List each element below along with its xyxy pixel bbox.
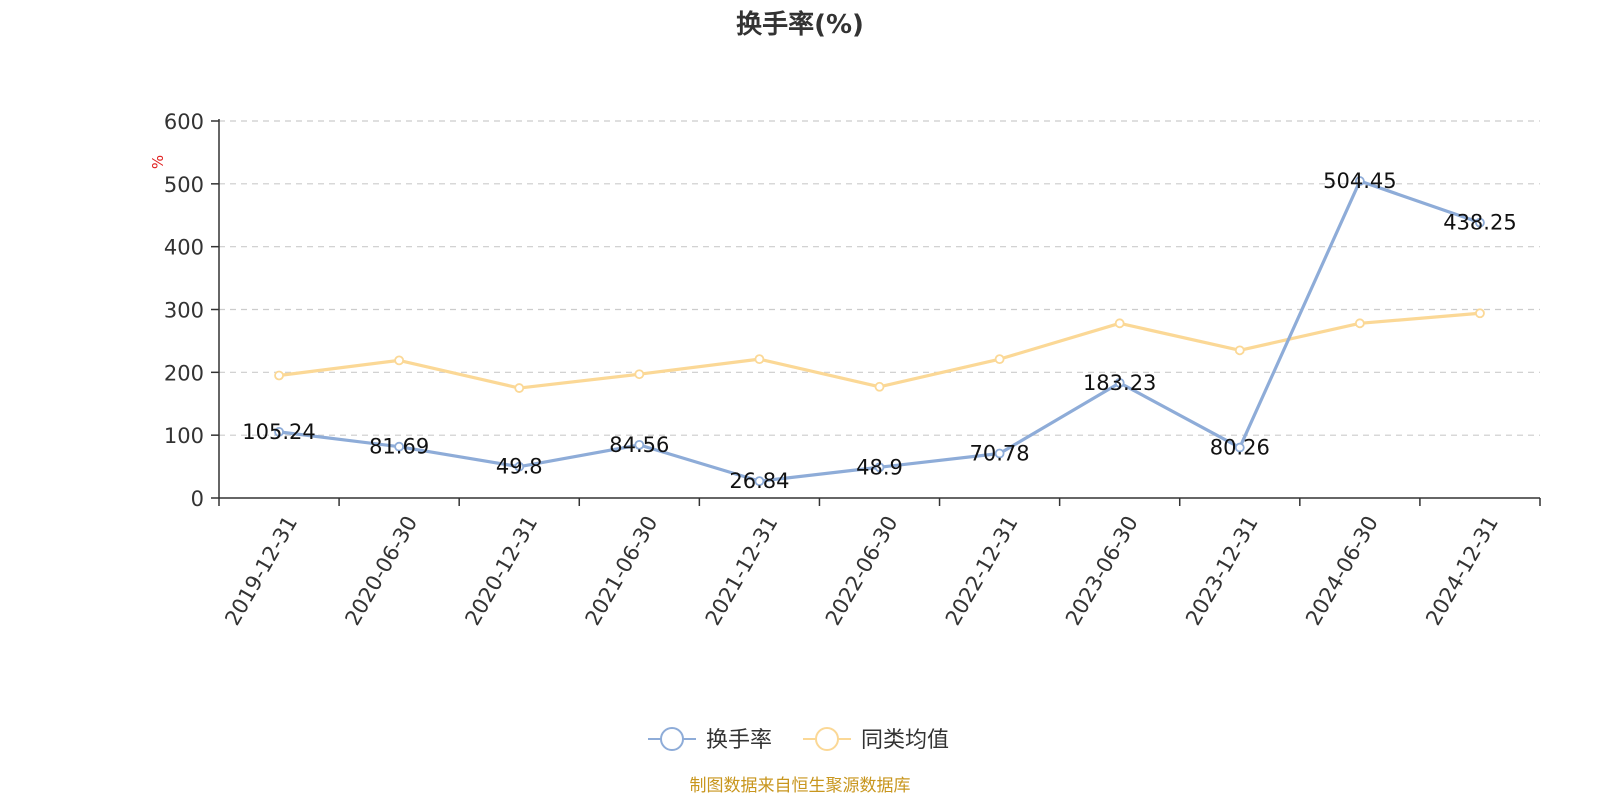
- grid-lines: [219, 120, 1540, 436]
- data-point[interactable]: [514, 383, 525, 393]
- data-point[interactable]: [1475, 308, 1485, 319]
- data-point[interactable]: [1354, 176, 1365, 186]
- data-label: 49.8: [496, 455, 543, 479]
- series-line-0: [278, 179, 1481, 483]
- y-tick-label: 0: [191, 487, 204, 511]
- chart-title: 换手率(%): [736, 9, 864, 40]
- data-label: 504.45: [1323, 169, 1396, 193]
- data-point[interactable]: [754, 476, 765, 487]
- data-label: 438.25: [1443, 211, 1516, 235]
- y-tick-label: 200: [164, 361, 204, 385]
- x-tick-label: 2020-06-30: [340, 512, 422, 630]
- data-label: 26.84: [729, 469, 789, 493]
- x-tick-label: 2019-12-31: [220, 512, 302, 630]
- data-point[interactable]: [394, 441, 405, 452]
- data-label: 70.78: [970, 442, 1030, 466]
- data-point[interactable]: [1114, 318, 1125, 329]
- series-line-1: [278, 311, 1481, 390]
- legend-item-1[interactable]: 同类均值: [803, 727, 949, 753]
- data-point[interactable]: [874, 462, 885, 473]
- data-point[interactable]: [994, 448, 1005, 459]
- data-labels: 105.24 81.69 49.8 84.56 26.84 48.9 70.78 183.23…: [242, 169, 1516, 493]
- x-tick-label: 2020-12-31: [460, 512, 542, 630]
- data-point[interactable]: [634, 439, 645, 450]
- data-point[interactable]: [1114, 377, 1125, 388]
- data-point[interactable]: [514, 461, 525, 472]
- legend-label: 同类均值: [861, 728, 949, 753]
- x-tick-label: 2024-06-30: [1301, 512, 1383, 630]
- data-point[interactable]: [1354, 318, 1365, 329]
- y-tick-label: 300: [164, 299, 204, 323]
- x-tick-label: 2023-12-31: [1181, 512, 1263, 630]
- data-point[interactable]: [1475, 217, 1485, 228]
- data-point[interactable]: [1234, 345, 1245, 356]
- data-label: 105.24: [242, 420, 315, 444]
- y-tick-label: 100: [164, 424, 204, 448]
- data-point[interactable]: [1234, 442, 1245, 453]
- y-tick-label: 500: [164, 173, 204, 197]
- x-tick-label: 2024-12-31: [1421, 512, 1503, 630]
- data-point[interactable]: [274, 426, 284, 437]
- y-tick-label: 400: [164, 236, 204, 260]
- data-point[interactable]: [634, 369, 645, 380]
- legend[interactable]: 换手率 同类均值: [648, 727, 949, 753]
- data-label: 80.26: [1210, 436, 1270, 460]
- legend-item-0[interactable]: 换手率: [648, 727, 772, 753]
- legend-marker-icon: [660, 727, 684, 751]
- data-label: 81.69: [369, 435, 429, 459]
- data-label: 183.23: [1083, 371, 1156, 395]
- data-point[interactable]: [754, 354, 765, 365]
- series-lines: [274, 176, 1485, 487]
- x-tick-label: 2021-06-30: [581, 512, 663, 630]
- data-point[interactable]: [874, 381, 885, 392]
- data-source-note: 制图数据来自恒生聚源数据库: [690, 776, 911, 796]
- data-point[interactable]: [994, 354, 1005, 365]
- x-tick-label: 2023-06-30: [1061, 512, 1143, 630]
- x-tick-label: 2022-06-30: [821, 512, 903, 630]
- x-tick-label: 2021-12-31: [701, 512, 783, 630]
- data-point[interactable]: [394, 355, 405, 366]
- legend-label: 换手率: [706, 728, 772, 753]
- y-axis-unit-label: %: [149, 155, 167, 169]
- y-tick-label: 600: [164, 110, 204, 134]
- legend-marker-icon: [815, 727, 839, 751]
- x-tick-label: 2022-12-31: [941, 512, 1023, 630]
- data-label: 84.56: [609, 433, 669, 457]
- data-point[interactable]: [274, 370, 284, 381]
- data-label: 48.9: [856, 455, 903, 479]
